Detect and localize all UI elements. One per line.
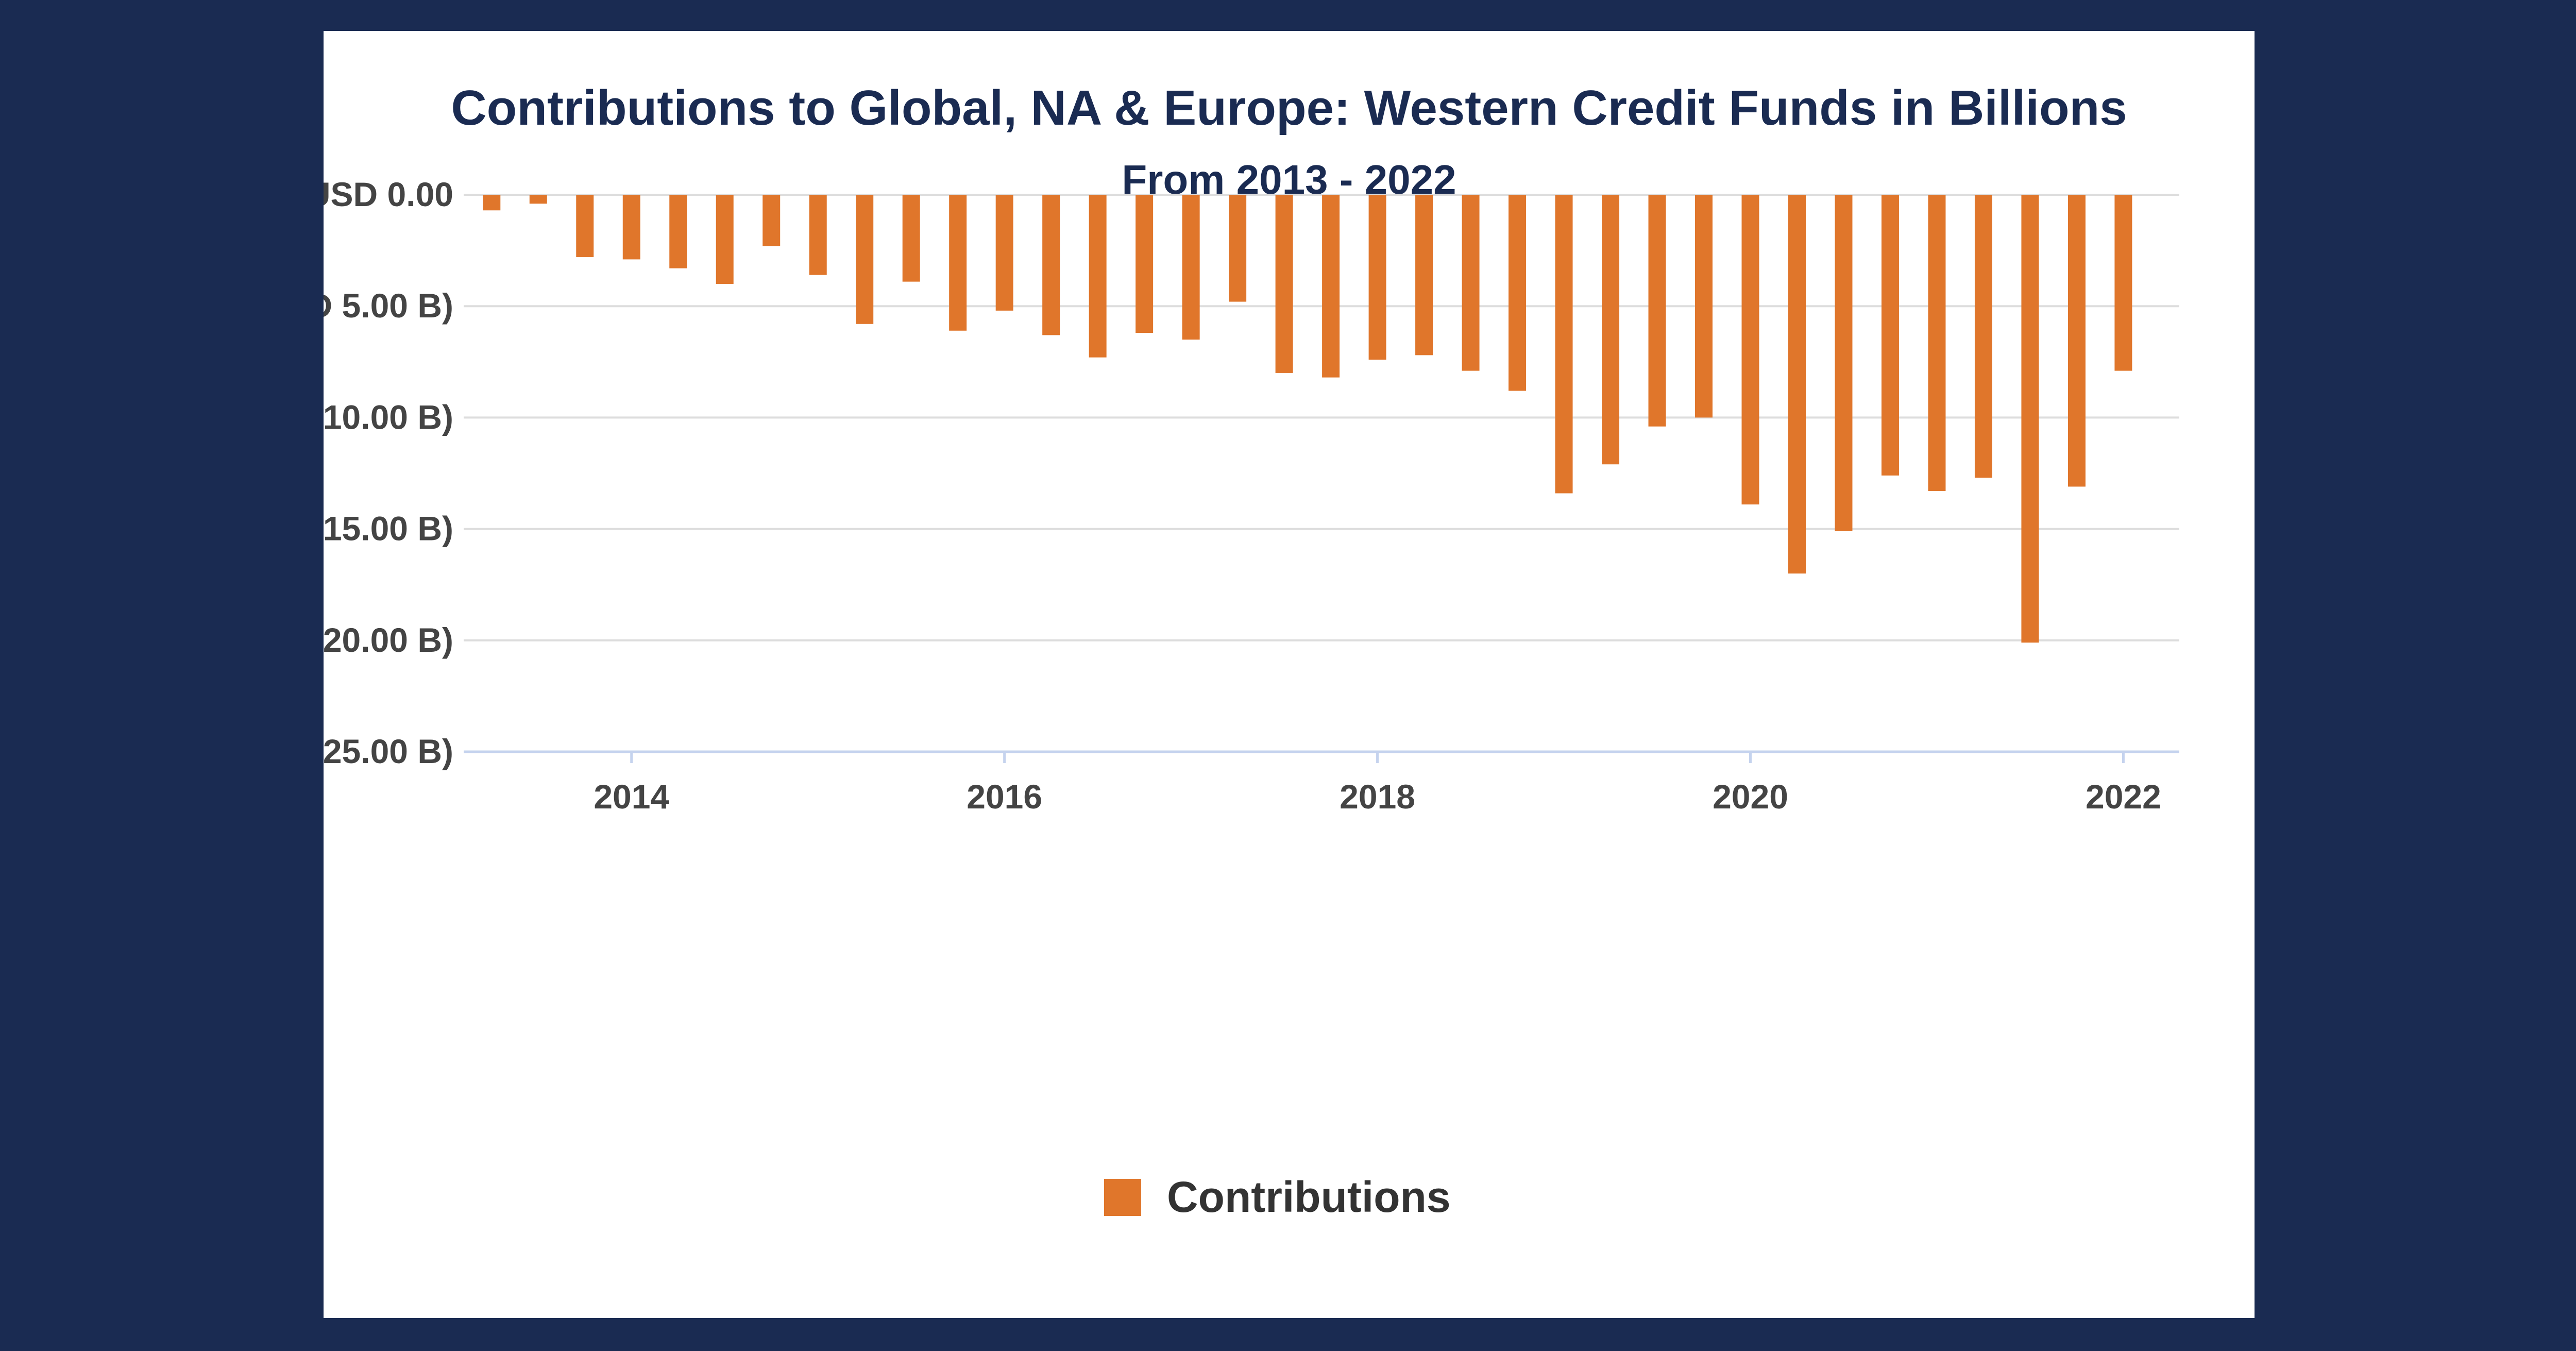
bar <box>762 195 781 246</box>
bars <box>483 195 2132 643</box>
bar <box>1509 195 1527 391</box>
bar <box>1089 195 1107 358</box>
bar <box>2067 195 2086 487</box>
bar <box>1741 195 1759 505</box>
chart-card: Contributions to Global, NA & Europe: We… <box>324 31 2255 1318</box>
bar <box>1415 195 1433 356</box>
bar <box>1928 195 1946 492</box>
bar <box>1974 195 1992 478</box>
bar <box>1602 195 1620 465</box>
bar <box>1462 195 1480 371</box>
legend-swatch <box>1104 1178 1141 1216</box>
y-tick-label: (USD 10.00 B) <box>324 398 453 436</box>
bar <box>2114 195 2132 371</box>
y-axis-ticks: USD 0.00 (USD 5.00 B) (USD 10.00 B) (USD 15… <box>324 175 453 770</box>
bar <box>1136 195 1154 333</box>
x-tick-label: 2018 <box>1340 778 1415 816</box>
bar <box>902 195 920 282</box>
y-tick-label: (USD 25.00 B) <box>324 732 453 770</box>
bar <box>1881 195 1899 476</box>
bar <box>529 195 547 204</box>
chart-plot: USD 0.00 (USD 5.00 B) (USD 10.00 B) (USD 15… <box>324 175 2179 816</box>
bar <box>809 195 827 275</box>
bar <box>483 195 501 211</box>
x-tick-label: 2022 <box>2086 778 2161 816</box>
bar <box>622 195 640 260</box>
bar <box>1695 195 1713 418</box>
bar <box>949 195 967 331</box>
bar <box>1788 195 1806 574</box>
y-tick-label: USD 0.00 <box>324 175 453 213</box>
x-tick-label: 2014 <box>594 778 669 816</box>
bar <box>669 195 687 268</box>
bar <box>1182 195 1200 340</box>
chart-title: Contributions to Global, NA & Europe: We… <box>451 80 2127 136</box>
bar <box>2021 195 2039 643</box>
bar <box>856 195 874 324</box>
legend: Contributions <box>1104 1172 1451 1222</box>
legend-label: Contributions <box>1167 1173 1451 1221</box>
y-tick-label: (USD 15.00 B) <box>324 510 453 548</box>
bar <box>1229 195 1247 302</box>
bar <box>995 195 1013 311</box>
x-axis: 2014 2016 2018 2020 2022 <box>464 750 2179 816</box>
bar <box>1835 195 1853 531</box>
x-tick-label: 2020 <box>1713 778 1788 816</box>
bar <box>1368 195 1386 360</box>
bar <box>716 195 734 284</box>
bar <box>1648 195 1666 427</box>
bar <box>1322 195 1340 378</box>
x-tick-label: 2016 <box>967 778 1042 816</box>
y-tick-label: (USD 5.00 B) <box>324 286 453 325</box>
bar <box>576 195 594 258</box>
bar <box>1275 195 1293 373</box>
bar <box>1042 195 1060 335</box>
bar <box>1555 195 1573 494</box>
y-tick-label: (USD 20.00 B) <box>324 621 453 659</box>
